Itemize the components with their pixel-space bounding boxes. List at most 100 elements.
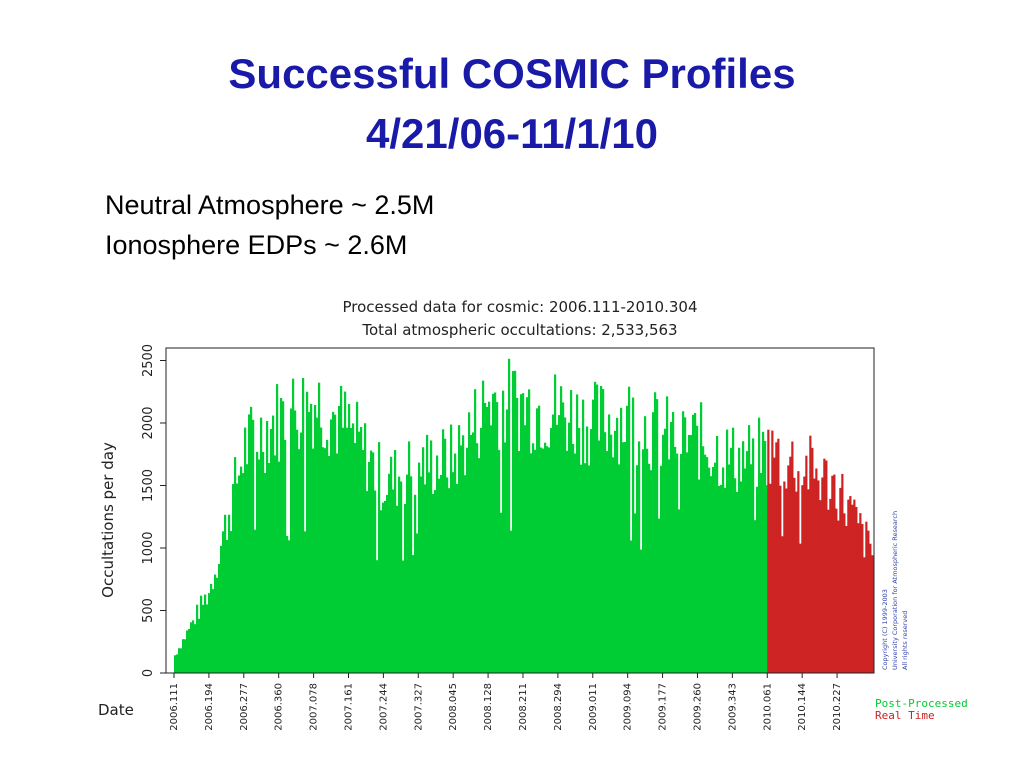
data-bar xyxy=(244,427,247,673)
data-bar xyxy=(394,450,397,673)
data-bar xyxy=(821,477,824,673)
y-axis-label: Occultations per day xyxy=(99,442,117,598)
data-bar xyxy=(869,543,872,673)
data-bar xyxy=(787,465,790,673)
data-bar xyxy=(640,549,643,673)
plot-frame xyxy=(165,347,875,674)
data-bar xyxy=(376,560,379,673)
data-bar xyxy=(696,425,699,673)
data-bar xyxy=(750,464,753,673)
data-bar xyxy=(594,381,597,673)
data-bar xyxy=(584,463,587,673)
data-bar xyxy=(718,485,721,673)
data-bar xyxy=(486,407,489,673)
data-bar xyxy=(544,442,547,673)
data-bar xyxy=(258,459,261,673)
data-bar xyxy=(746,451,749,673)
data-bar xyxy=(552,414,555,673)
data-bar xyxy=(769,483,772,673)
data-bar xyxy=(396,505,399,673)
x-tick-label: 2008.128 xyxy=(483,683,494,731)
data-bar xyxy=(438,478,441,673)
data-bar xyxy=(360,426,363,673)
data-bar xyxy=(506,409,509,673)
data-bar xyxy=(378,442,381,673)
data-bar xyxy=(456,483,459,673)
x-tick-label: 2007.161 xyxy=(343,683,354,731)
data-bar xyxy=(636,465,639,673)
data-bar xyxy=(610,434,613,673)
data-bar xyxy=(720,484,723,673)
x-tick-label: 2009.094 xyxy=(623,683,634,731)
data-bar xyxy=(867,530,870,673)
x-tick-label: 2007.244 xyxy=(378,683,389,731)
data-bar xyxy=(452,472,455,673)
data-bar xyxy=(758,417,761,673)
y-tick-label: 0 xyxy=(141,669,156,677)
data-bar xyxy=(805,455,808,673)
data-bar xyxy=(692,414,695,673)
data-bar xyxy=(662,434,665,673)
data-bar xyxy=(450,424,453,673)
data-bar xyxy=(232,484,235,673)
data-bar xyxy=(628,386,631,673)
data-bar xyxy=(624,442,627,673)
y-tick-label: 1500 xyxy=(141,469,156,502)
data-bar xyxy=(845,526,848,673)
x-tick-label: 2009.260 xyxy=(692,683,703,731)
data-bar xyxy=(416,533,419,673)
data-bar xyxy=(286,536,289,673)
data-bar xyxy=(644,416,647,673)
data-bar xyxy=(744,468,747,673)
data-bar xyxy=(304,531,307,673)
data-bar xyxy=(436,455,439,673)
data-bar xyxy=(408,441,411,673)
data-bar xyxy=(208,593,211,673)
data-bar xyxy=(760,472,763,673)
chart-subtitle: Total atmospheric occultations: 2,533,56… xyxy=(361,321,677,339)
data-bar xyxy=(212,589,215,673)
data-bar xyxy=(566,450,569,673)
data-bar xyxy=(296,429,299,673)
data-bar xyxy=(256,451,259,673)
data-bar xyxy=(392,489,395,673)
data-bar xyxy=(650,470,653,673)
data-bar xyxy=(803,476,806,673)
data-bar xyxy=(390,456,393,673)
x-tick-label: 2008.211 xyxy=(518,683,529,731)
data-bar xyxy=(626,405,629,673)
data-bar xyxy=(764,441,767,673)
series-post-processed xyxy=(174,358,769,673)
data-bar xyxy=(632,397,635,673)
data-bar xyxy=(320,427,323,673)
data-bar xyxy=(756,486,759,673)
data-bar xyxy=(218,563,221,673)
data-bar xyxy=(312,448,315,673)
data-bar xyxy=(686,452,689,673)
data-bar xyxy=(660,465,663,673)
data-bar xyxy=(634,513,637,673)
data-bar xyxy=(284,439,287,673)
data-bar xyxy=(654,392,657,673)
data-bar xyxy=(823,458,826,673)
data-bar xyxy=(730,447,733,673)
x-tick-label: 2008.294 xyxy=(553,683,564,731)
data-bar xyxy=(224,514,227,673)
data-bar xyxy=(186,630,189,673)
data-bar xyxy=(799,543,802,673)
data-bar xyxy=(732,427,735,673)
data-bar xyxy=(336,453,339,673)
data-bar xyxy=(556,424,559,673)
data-bar xyxy=(728,464,731,673)
data-bar xyxy=(785,488,788,673)
data-bar xyxy=(658,518,661,673)
data-bar xyxy=(388,473,391,673)
data-bar xyxy=(578,427,581,673)
data-bar xyxy=(420,476,423,673)
data-bar xyxy=(496,402,499,673)
data-bar xyxy=(590,429,593,673)
data-bar xyxy=(871,555,874,673)
legend-item: Post-Processed xyxy=(875,697,968,710)
data-bar xyxy=(859,513,862,673)
data-bar xyxy=(204,594,207,673)
